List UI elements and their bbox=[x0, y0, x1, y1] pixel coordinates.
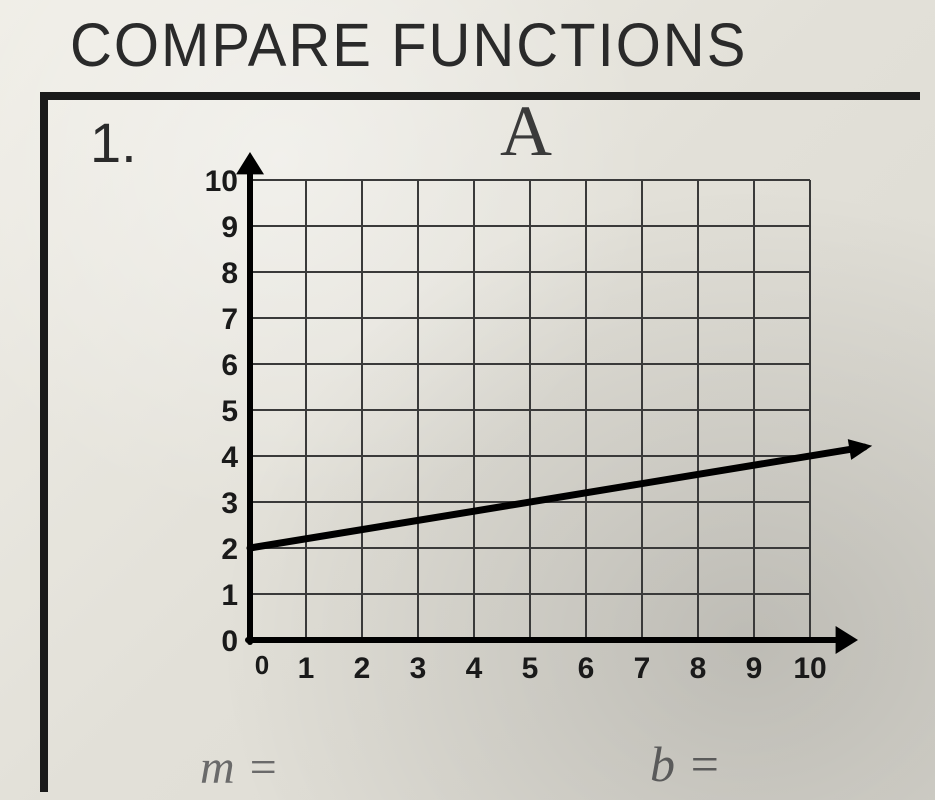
svg-text:9: 9 bbox=[746, 652, 763, 685]
svg-text:10: 10 bbox=[793, 652, 826, 685]
svg-text:2: 2 bbox=[221, 533, 238, 566]
svg-text:2: 2 bbox=[354, 652, 371, 685]
svg-text:7: 7 bbox=[221, 303, 238, 336]
svg-text:0: 0 bbox=[255, 650, 269, 680]
svg-text:0: 0 bbox=[221, 625, 238, 658]
intercept-answer-label: b = bbox=[650, 735, 721, 793]
svg-text:10: 10 bbox=[205, 165, 238, 198]
svg-text:9: 9 bbox=[221, 211, 238, 244]
svg-text:5: 5 bbox=[522, 652, 539, 685]
line-chart: 012345678910123456789100 bbox=[180, 140, 880, 710]
page-title: COMPARE FUNCTIONS bbox=[70, 10, 747, 80]
svg-text:1: 1 bbox=[298, 652, 315, 685]
svg-text:3: 3 bbox=[221, 487, 238, 520]
svg-text:8: 8 bbox=[690, 652, 707, 685]
svg-text:6: 6 bbox=[221, 349, 238, 382]
svg-text:6: 6 bbox=[578, 652, 595, 685]
svg-text:4: 4 bbox=[466, 652, 483, 685]
slope-answer-label: m = bbox=[200, 740, 279, 795]
svg-text:4: 4 bbox=[221, 441, 238, 474]
svg-text:3: 3 bbox=[410, 652, 427, 685]
problem-number: 1. bbox=[90, 110, 137, 175]
svg-text:1: 1 bbox=[221, 579, 238, 612]
svg-text:5: 5 bbox=[221, 395, 238, 428]
svg-text:8: 8 bbox=[221, 257, 238, 290]
svg-text:7: 7 bbox=[634, 652, 651, 685]
